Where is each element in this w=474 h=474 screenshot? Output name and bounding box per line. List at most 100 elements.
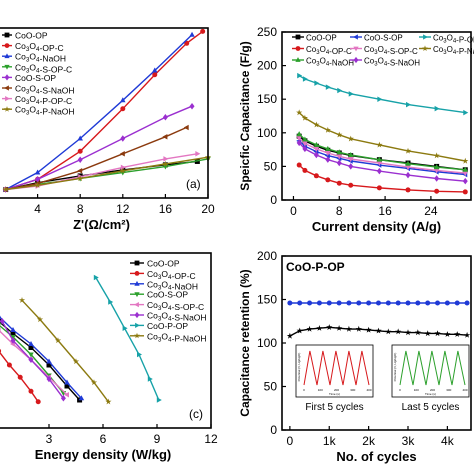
panel-a-legend-marker (4, 43, 10, 48)
panel-d-data-point (464, 331, 471, 338)
panel-a-xtick-label: 12 (116, 202, 130, 216)
panel-d-inset-frame (391, 344, 470, 398)
panel-c-data-point (64, 392, 69, 398)
panel-d-data-point (366, 300, 372, 306)
panel-c-series-line (95, 277, 160, 401)
panel-d-inset-xtick-label: 400 (462, 388, 467, 392)
panel-d-data-point (444, 300, 450, 306)
panel-a-data-point (120, 164, 126, 171)
panel-c-series-line (0, 316, 82, 399)
panel-c-series-5 (0, 318, 66, 402)
panel-c-series-line (21, 299, 109, 403)
panel-d-data-point (286, 332, 293, 339)
panel-d-inset-xtick-label: 200 (334, 388, 339, 392)
panel-d-inset-ylabel: Potential (V, Hg/HgO) (393, 353, 397, 382)
panel-b-data-point (296, 162, 302, 168)
panel-b-ytick-label: 50 (264, 159, 278, 173)
panel-c-legend-label: Co3O4-OP-C (147, 269, 196, 281)
panel-b-data-point (314, 80, 320, 86)
panel-c-data-point (10, 327, 16, 332)
panel-c-data-point (105, 398, 112, 405)
panel-c-series-7 (18, 297, 112, 405)
panel-d-data-point (307, 300, 313, 306)
panel-c-xtick-label: 3 (46, 432, 53, 446)
panel-a-frame (0, 27, 209, 199)
panel-b-data-point (347, 135, 354, 142)
panel-d-inset-curve (303, 350, 370, 386)
panel-d-data-point (287, 300, 293, 306)
panel-c-data-point (64, 383, 70, 389)
panel-b-series-5 (296, 109, 469, 164)
panel-b-data-point (336, 154, 343, 160)
panel-b-data-point (433, 164, 440, 170)
panel-b-data-point (336, 131, 343, 138)
panel-d-inset-0: Potential (V, Hg/HgO) 0 100 200 300 400 Time (… (295, 344, 374, 413)
panel-c-series-2 (0, 315, 85, 401)
panel-b-series-6 (296, 131, 469, 172)
panel-d-data-point (356, 300, 362, 306)
panel-b-data-point (302, 76, 308, 82)
panel-a-data-point (77, 135, 83, 141)
panel-b-ytick-label: 150 (257, 92, 277, 106)
panel-b-data-point (462, 157, 469, 164)
panel-d-data-point (326, 300, 332, 306)
panel-b-data-point (376, 161, 383, 167)
panel-a-series-line (5, 156, 209, 191)
panel-d-data-point (454, 300, 460, 306)
panel-b-data-point (297, 72, 303, 79)
panel-a-legend-label: CoO-S-OP (15, 73, 56, 83)
panel-d-series-1 (286, 324, 471, 339)
panel-a-series-4 (3, 102, 195, 193)
panel-a: 4 8 12 16 20 Z'(Ω/cm²) (a) (0, 27, 215, 232)
panel-d-data-point (296, 327, 303, 334)
panel-a-data-point (163, 156, 169, 162)
panel-d-inset-curve (399, 350, 466, 386)
panel-c-legend: CoO-OPCo3O4-OP-CCo3O4-NaOHCoO-S-OPCo3O4-… (130, 259, 207, 343)
panel-c-data-point (28, 341, 34, 346)
panel-b-data-point (377, 96, 383, 102)
panel-c-legend-marker (135, 322, 140, 329)
panel-c-data-point (0, 318, 5, 325)
panel-b-series-2 (297, 72, 469, 116)
panel-d-xtick-label: 4k (441, 434, 455, 448)
panel-d-xtick-label: 0 (287, 434, 294, 448)
panel-b-data-point (325, 145, 331, 151)
panel-b-legend-marker (295, 46, 301, 51)
panel-a-data-point (77, 148, 83, 154)
panel-d-data-point (326, 324, 333, 330)
panel-d-inset-ylabel: Potential (V, Hg/HgO) (297, 353, 301, 382)
panel-b-xlabel: Current density (A/g) (312, 219, 441, 234)
panel-a-legend-label: CoO-OP (15, 31, 48, 41)
panel-a-label: (a) (186, 177, 201, 191)
panel-c-data-point (10, 331, 16, 336)
panel-d-data-point (454, 331, 461, 337)
panel-d-data-point (425, 300, 431, 306)
panel-c-data-point (36, 316, 44, 323)
panel-d-inset-xtick-label: 300 (350, 388, 355, 392)
panel-b-data-point (313, 141, 320, 147)
panel-b-frame (281, 31, 472, 201)
panel-d-annotation: CoO-P-OP (286, 260, 345, 274)
panel-c-data-point (54, 337, 62, 344)
panel-d-ytick-label: 200 (257, 249, 277, 263)
panel-d-data-point (346, 300, 352, 306)
panel-b-data-point (337, 87, 343, 94)
panel-b-data-point (376, 167, 382, 175)
panel-b-legend-marker (295, 57, 301, 62)
panel-d-ytick-label: 100 (257, 336, 277, 350)
panel-b-series-line (298, 164, 466, 193)
panel-b-data-point (336, 180, 342, 186)
panel-b-data-point (313, 121, 320, 128)
panel-a-legend-label: Co3O4-P-OP-C (15, 94, 72, 106)
panel-c-data-point (28, 388, 34, 394)
panel-c-data-point (137, 351, 142, 358)
panel-a-legend-marker (4, 64, 10, 70)
panel-a-data-point (152, 67, 158, 73)
panel-a-data-point (77, 175, 84, 182)
panel-c-data-point (28, 352, 34, 358)
panel-b-data-point (376, 141, 383, 148)
panel-b-data-point (313, 146, 320, 152)
panel-b-data-point (434, 175, 440, 182)
panel-b-legend-label: CoO-OP (306, 34, 337, 43)
panel-b-legend-label: CoO-S-OP (364, 34, 403, 43)
